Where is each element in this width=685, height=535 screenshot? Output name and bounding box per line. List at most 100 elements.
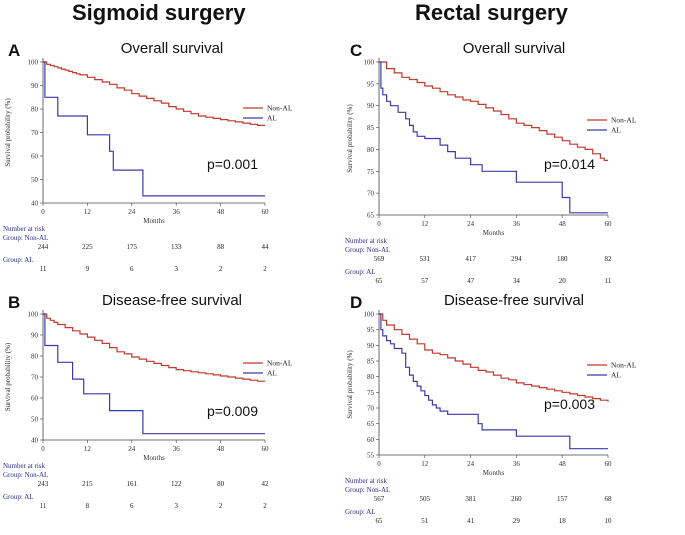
risk-count: 2: [263, 502, 267, 510]
risk-count: 531: [420, 255, 431, 263]
x-tick-label: 24: [467, 220, 475, 228]
y-tick-label: 50: [31, 176, 39, 184]
risk-table-header: Number at risk: [3, 462, 45, 470]
y-tick-label: 100: [28, 311, 39, 319]
x-tick-label: 24: [128, 445, 136, 453]
p-value: p=0.009: [207, 403, 258, 419]
risk-group-label: Group: AL: [3, 256, 34, 264]
panel-a-overall-survival-sigmoid: A Overall survival 40 50 60 70 80 90 100 0 12 24 36 4…: [0, 38, 335, 283]
km-curve-non-al: [43, 61, 265, 126]
risk-count: 6: [130, 502, 134, 510]
y-tick-label: 70: [367, 405, 375, 413]
x-tick-label: 24: [128, 208, 136, 216]
legend-label-non-al: Non-AL: [267, 359, 293, 368]
chart-title: Disease-free survival: [444, 292, 584, 309]
risk-count: 11: [605, 277, 612, 285]
legend-label-al: AL: [267, 369, 277, 378]
risk-count: 8: [86, 502, 90, 510]
y-tick-label: 65: [367, 212, 375, 220]
km-curve-al: [43, 61, 265, 197]
risk-count: 65: [376, 517, 384, 525]
y-tick-label: 100: [364, 59, 375, 67]
y-tick-label: 70: [31, 374, 39, 382]
risk-count: 157: [557, 495, 568, 503]
risk-count: 215: [82, 480, 93, 488]
km-curve-non-al: [379, 61, 608, 161]
x-tick-label: 0: [41, 208, 45, 216]
x-tick-label: 0: [41, 445, 45, 453]
x-tick-label: 12: [84, 208, 92, 216]
y-tick-label: 80: [31, 353, 39, 361]
x-axis-label: Months: [483, 229, 505, 237]
x-tick-label: 60: [605, 220, 613, 228]
risk-group-label: Group: AL: [345, 268, 376, 276]
km-chart-svg: B Disease-free survival 40 50 60 70 80 90 100 0 12…: [3, 292, 293, 510]
y-tick-label: 90: [31, 332, 39, 340]
risk-count: 2: [219, 265, 223, 273]
risk-count: 175: [127, 243, 138, 251]
y-tick-label: 85: [367, 124, 375, 132]
rectal-surgery-header: Rectal surgery: [415, 0, 568, 25]
km-chart-svg: D Disease-free survival 55 60 65 70 75 80 85 90 95…: [345, 292, 637, 525]
p-value: p=0.014: [544, 156, 595, 172]
panel-b-disease-free-survival-sigmoid: B Disease-free survival 40 50 60 70 80 90 100 0 12…: [0, 290, 335, 535]
y-tick-label: 75: [367, 389, 375, 397]
risk-group-label: Group: Non-AL: [3, 471, 48, 479]
risk-count: 6: [130, 265, 134, 273]
risk-count: 57: [421, 277, 429, 285]
x-axis-label: Months: [143, 454, 165, 462]
x-tick-label: 36: [513, 460, 521, 468]
x-tick-label: 60: [605, 460, 613, 468]
y-tick-label: 60: [367, 436, 375, 444]
y-axis-label: Survival probability (%): [346, 350, 354, 419]
risk-group-label: Group: Non-AL: [3, 234, 48, 242]
y-tick-label: 75: [367, 168, 375, 176]
x-tick-label: 0: [377, 460, 381, 468]
risk-table-header: Number at risk: [345, 477, 387, 485]
x-tick-label: 36: [173, 445, 181, 453]
y-tick-label: 70: [31, 129, 39, 137]
risk-count: 80: [217, 480, 225, 488]
x-tick-label: 12: [421, 460, 429, 468]
x-tick-label: 36: [513, 220, 521, 228]
y-tick-label: 90: [367, 102, 375, 110]
risk-group-label: Group: Non-AL: [345, 246, 390, 254]
legend-label-non-al: Non-AL: [611, 361, 637, 370]
y-tick-label: 90: [31, 82, 39, 90]
y-tick-label: 40: [31, 437, 39, 445]
km-chart-svg: C Overall survival 65 70 75 80 85 90 95 100 0 12 24 3…: [345, 40, 637, 285]
risk-table-header: Number at risk: [345, 237, 387, 245]
x-tick-label: 48: [559, 460, 567, 468]
risk-count: 569: [374, 255, 385, 263]
y-tick-label: 100: [364, 311, 375, 319]
risk-count: 9: [86, 265, 90, 273]
y-tick-label: 100: [28, 59, 39, 67]
chart-title: Disease-free survival: [102, 292, 242, 309]
y-tick-label: 95: [367, 326, 375, 334]
y-axis-label: Survival probability (%): [4, 98, 12, 167]
risk-count: 294: [511, 255, 522, 263]
y-axis-label: Survival probability (%): [346, 104, 354, 173]
risk-count: 381: [465, 495, 476, 503]
p-value: p=0.001: [207, 156, 258, 172]
risk-group-label: Group: AL: [3, 493, 34, 501]
risk-count: 225: [82, 243, 93, 251]
x-tick-label: 48: [217, 445, 225, 453]
risk-count: 51: [421, 517, 429, 525]
risk-count: 88: [217, 243, 225, 251]
y-tick-label: 40: [31, 200, 39, 208]
risk-group-label: Group: AL: [345, 508, 376, 516]
legend-label-al: AL: [267, 114, 277, 123]
chart-title: Overall survival: [121, 40, 224, 57]
legend-label-al: AL: [611, 126, 621, 135]
y-axis-label: Survival probability (%): [4, 342, 12, 411]
risk-count: 34: [513, 277, 521, 285]
km-curve-non-al: [379, 313, 609, 402]
x-tick-label: 60: [262, 445, 270, 453]
x-tick-label: 12: [84, 445, 92, 453]
risk-table-header: Number at risk: [3, 225, 45, 233]
risk-count: 11: [40, 502, 47, 510]
legend-label-al: AL: [611, 371, 621, 380]
risk-count: 10: [605, 517, 613, 525]
risk-count: 161: [127, 480, 138, 488]
